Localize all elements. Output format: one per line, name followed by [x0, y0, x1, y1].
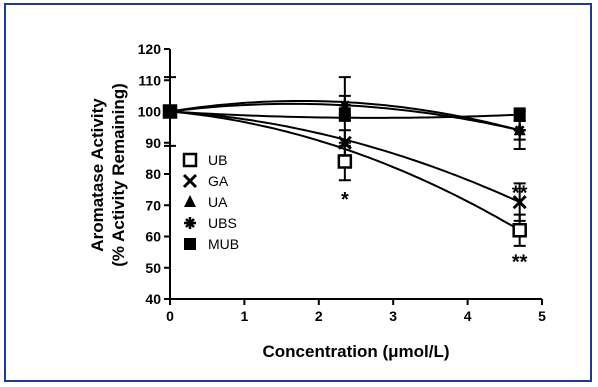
legend-label-ua: UA [208, 194, 228, 210]
point-open-square [182, 152, 198, 168]
axes: 40 50 60 70 80 90 100 110 120 0 1 2 3 4 5 [138, 41, 546, 324]
y-tick-label: 100 [138, 104, 162, 120]
y-tick-label: 80 [145, 166, 161, 182]
y-tick-label: 70 [145, 197, 161, 213]
data-points [162, 99, 527, 238]
point-filled-square [338, 108, 351, 121]
legend-label-ub: UB [208, 152, 227, 168]
significance-marker: * [341, 189, 349, 211]
significance-marker: ** [512, 183, 528, 205]
point-open-square [337, 154, 353, 169]
x-axis-label: Concentration (μmol/L) [263, 342, 450, 361]
point-x [182, 173, 198, 189]
legend-label-ubs: UBS [208, 215, 237, 231]
x-tick-label: 4 [464, 308, 472, 324]
y-tick-label: 40 [145, 291, 161, 307]
point-asterisk [184, 217, 196, 229]
y-tick-label: 50 [145, 260, 161, 276]
y-tick-label: 120 [138, 41, 162, 57]
y-tick-label: 110 [138, 72, 161, 88]
point-filled-square [164, 105, 176, 118]
y-tick-label: 60 [145, 229, 161, 245]
point-triangle [184, 195, 196, 207]
point-asterisk [338, 99, 351, 112]
x-tick-label: 5 [538, 308, 546, 324]
x-tick-label: 3 [389, 308, 397, 324]
point-filled-square [184, 238, 196, 250]
y-axis-label-line1: Aromatase Activity [88, 98, 107, 252]
x-tick-label: 2 [315, 308, 323, 324]
y-tick-label: 90 [145, 135, 161, 151]
significance-marker: ** [512, 251, 528, 273]
x-tick-label: 1 [241, 308, 249, 324]
point-open-square [512, 223, 527, 238]
point-x [337, 135, 352, 150]
legend-label-mub: MUB [208, 236, 239, 252]
point-filled-square [513, 108, 526, 121]
legend: UB GA UA UBS MUB [182, 152, 239, 252]
legend-label-ga: GA [208, 173, 229, 189]
point-asterisk [513, 124, 526, 137]
x-tick-label: 0 [166, 308, 174, 324]
chart-frame [4, 3, 592, 382]
point-x [512, 195, 527, 210]
significance-annotations: * **** [341, 183, 528, 274]
y-axis-label-line2: (% Activity Remaining) [109, 83, 128, 267]
